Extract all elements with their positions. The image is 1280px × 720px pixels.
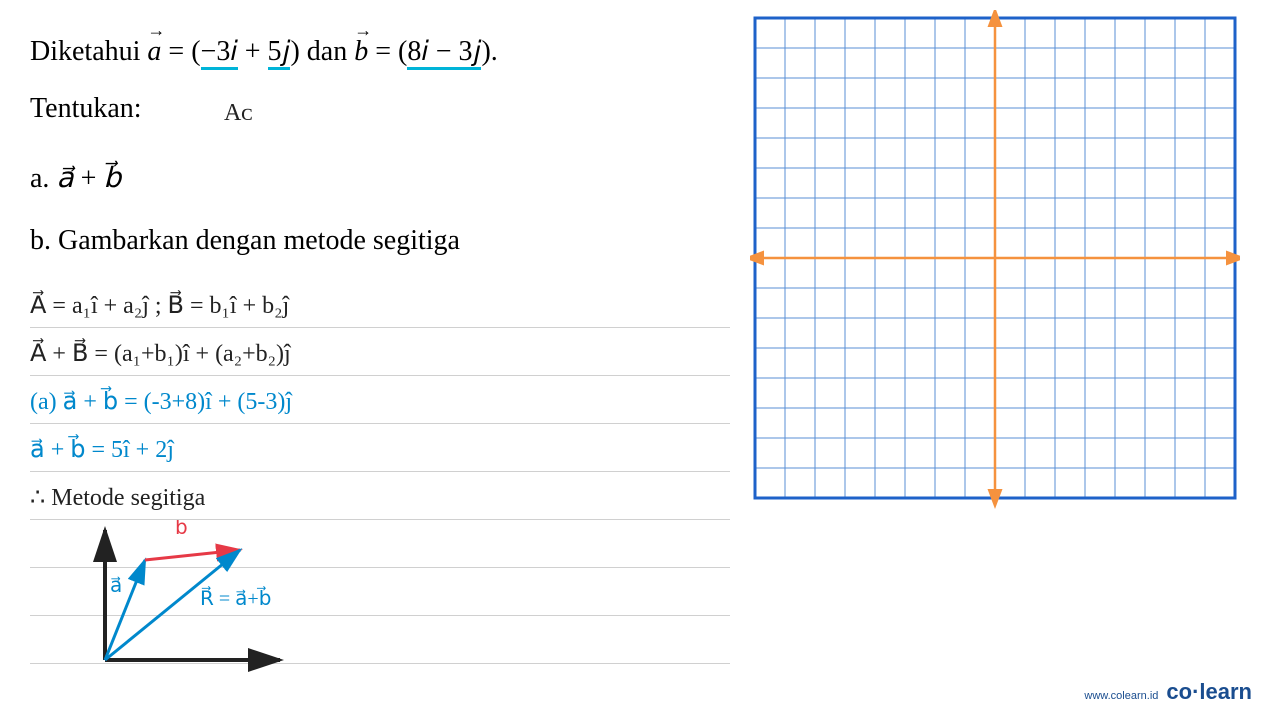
hw-line-3: (a) a⃗ + b⃗ = (-3+8)î + (5-3)ĵ	[30, 376, 730, 424]
sketch-label-r: R⃗ = a⃗+b⃗	[200, 585, 271, 610]
vec-a: a	[147, 30, 161, 75]
plus: +	[238, 36, 268, 67]
problem-line-4: b. Gambarkan dengan metode segitiga	[30, 219, 730, 264]
coordinate-grid	[750, 10, 1240, 525]
hw-line-1: A⃗ = a₁î + a₂ĵ ; B⃗ = b₁î + b₂ĵ	[30, 280, 730, 328]
problem-line-1: Diketahui a = (−3𝑖 + 5𝑗) dan b = (8𝑖 − 3…	[30, 30, 730, 75]
expr-5j: 5𝑗	[268, 36, 291, 70]
expr-neg3i: −3𝑖	[201, 36, 238, 70]
close2: ).	[481, 36, 497, 67]
footer-logo: co·learn	[1166, 679, 1252, 705]
sketch-label-a: a⃗	[110, 575, 122, 597]
logo-learn: learn	[1199, 679, 1252, 704]
text-prefix: Diketahui	[30, 36, 147, 67]
item-a-veca: a⃗	[56, 163, 73, 194]
logo-co: co	[1166, 679, 1192, 704]
item-a-plus: +	[74, 163, 104, 194]
problem-line-3: a. a⃗ + b⃗	[30, 157, 730, 202]
vec-b: b	[354, 30, 368, 75]
hw-line-4: a⃗ + b⃗ = 5î + 2ĵ	[30, 424, 730, 472]
problem-text-block: Diketahui a = (−3𝑖 + 5𝑗) dan b = (8𝑖 − 3…	[30, 30, 730, 294]
item-a-vecb: b⃗	[103, 163, 121, 194]
hw-line-5: ∴ Metode segitiga	[30, 472, 730, 520]
eq: = (	[161, 36, 200, 67]
triangle-sketch: a⃗ b⃗ R⃗ = a⃗+b⃗	[80, 520, 340, 685]
footer: www.colearn.id co·learn	[1084, 679, 1252, 705]
item-a-label: a.	[30, 163, 56, 194]
expr-8i3j: 8𝑖 − 3𝑗	[407, 36, 481, 70]
hw-line-2: A⃗ + B⃗ = (a₁+b₁)î + (a₂+b₂)ĵ	[30, 328, 730, 376]
sketch-label-b: b⃗	[173, 520, 188, 539]
annotation-ac: Aᴄ	[224, 100, 253, 127]
eq2: = (	[368, 36, 407, 67]
sketch-svg: a⃗ b⃗ R⃗ = a⃗+b⃗	[80, 520, 340, 680]
close: ) dan	[290, 36, 354, 67]
footer-url: www.colearn.id	[1084, 690, 1158, 702]
problem-line-2: Tentukan:	[30, 87, 730, 132]
grid-svg	[750, 10, 1240, 520]
